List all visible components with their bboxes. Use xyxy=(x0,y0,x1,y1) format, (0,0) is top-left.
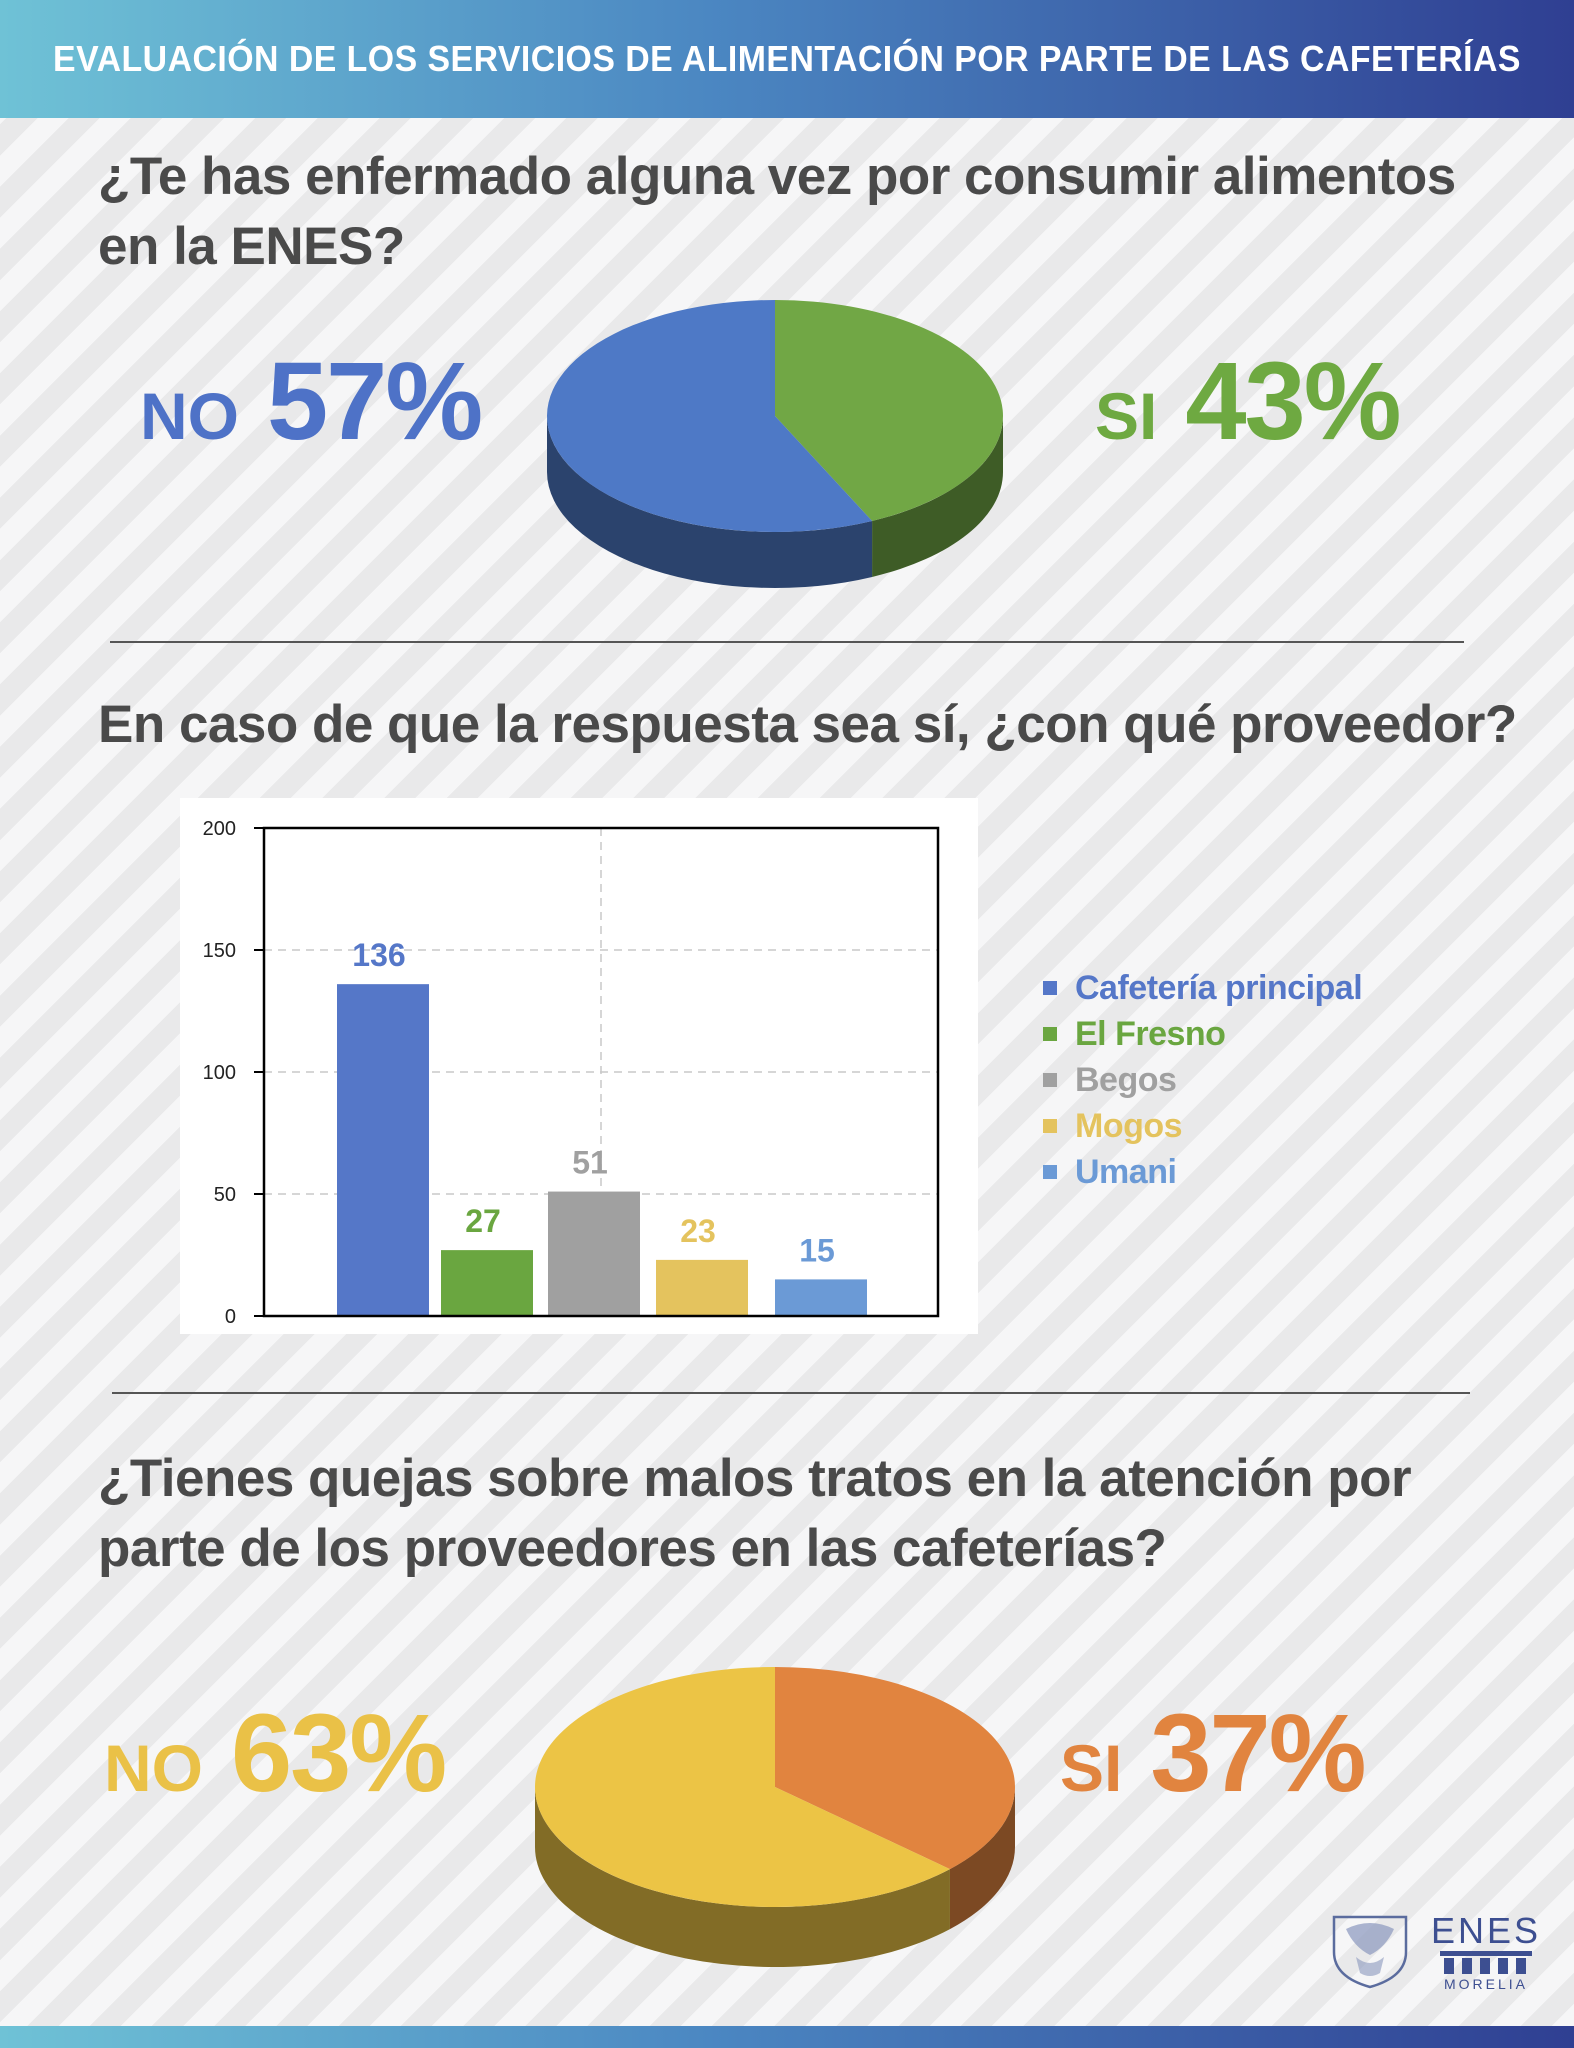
pie1-no-label: NO 57% xyxy=(140,338,483,465)
pie2-side-no xyxy=(535,1787,950,1967)
bar-value-label: 51 xyxy=(572,1145,608,1181)
legend-swatch xyxy=(1043,981,1057,995)
pie2-no-label: NO 63% xyxy=(104,1690,447,1817)
unam-enes-logo: ENES MORELIA xyxy=(1332,1910,1541,1992)
legend-label: Umani xyxy=(1075,1152,1177,1191)
legend-item: El Fresno xyxy=(1043,1011,1362,1057)
bar-value-label: 15 xyxy=(799,1232,835,1268)
columns-icon xyxy=(1440,1951,1532,1974)
bar-value-label: 23 xyxy=(680,1213,716,1249)
pie2-side-si xyxy=(949,1787,1015,1930)
question-2: En caso de que la respuesta sea sí, ¿con… xyxy=(98,695,1517,754)
legend-item: Mogos xyxy=(1043,1103,1362,1149)
pie1-side-no xyxy=(547,416,873,588)
bar-chart-legend: Cafetería principal El Fresno Begos Mogos Um… xyxy=(1043,965,1363,1195)
y-tick-label: 0 xyxy=(225,1306,236,1328)
logo-area: ENES MORELIA xyxy=(1326,1907,1546,1997)
pie2-si-percent: 37% xyxy=(1150,1692,1366,1815)
logo-morelia-text: MORELIA xyxy=(1444,1976,1528,1992)
pie2-no-percent: 63% xyxy=(231,1692,447,1815)
legend-swatch xyxy=(1043,1027,1057,1041)
pie-chart-complaints xyxy=(535,1667,1015,1967)
legend-item: Umani xyxy=(1043,1149,1362,1195)
legend-swatch xyxy=(1043,1073,1057,1087)
header-banner: EVALUACIÓN DE LOS SERVICIOS DE ALIMENTAC… xyxy=(0,0,1574,118)
unam-shield-icon xyxy=(1332,1915,1408,1989)
pie1-side-si xyxy=(872,416,1003,577)
y-tick-label: 150 xyxy=(203,940,236,962)
pie1-si-label: SI 43% xyxy=(1095,338,1402,465)
legend-label: Mogos xyxy=(1075,1106,1183,1145)
y-tick-label: 200 xyxy=(203,818,236,840)
pie2-slice-si xyxy=(775,1667,1015,1870)
pie2-slice-no xyxy=(535,1667,950,1907)
legend-item: Cafetería principal xyxy=(1043,965,1363,1011)
bar-mogos xyxy=(656,1259,748,1316)
divider-2 xyxy=(112,1392,1470,1394)
bar-value-label: 27 xyxy=(465,1203,501,1239)
pie1-slice-si xyxy=(775,300,1003,521)
bar-el-fresno xyxy=(441,1250,533,1316)
legend-label: El Fresno xyxy=(1075,1014,1226,1053)
page-title: EVALUACIÓN DE LOS SERVICIOS DE ALIMENTAC… xyxy=(53,38,1521,79)
divider-1 xyxy=(110,641,1464,643)
question-3: ¿Tienes quejas sobre malos tratos en la … xyxy=(98,1449,1412,1578)
pie-chart-sick xyxy=(547,300,1003,588)
pie2-si-label: SI 37% xyxy=(1060,1690,1367,1817)
logo-enes-text: ENES xyxy=(1431,1910,1541,1951)
pie1-no-percent: 57% xyxy=(267,340,483,463)
y-tick-label: 50 xyxy=(214,1184,236,1206)
pie2-si-word: SI xyxy=(1060,1731,1123,1805)
pie1-si-word: SI xyxy=(1095,379,1158,453)
legend-swatch xyxy=(1043,1165,1057,1179)
pie2-no-word: NO xyxy=(104,1731,203,1805)
bar-begos xyxy=(548,1191,640,1316)
plot-frame xyxy=(262,826,940,1318)
footer-banner xyxy=(0,2026,1574,2048)
legend-label: Cafetería principal xyxy=(1075,968,1363,1007)
pie1-si-percent: 43% xyxy=(1185,340,1401,463)
question-1: ¿Te has enfermado alguna vez por consumi… xyxy=(98,147,1456,276)
legend-item: Begos xyxy=(1043,1057,1362,1103)
bar-cafetería-principal xyxy=(337,984,429,1316)
y-tick-label: 100 xyxy=(203,1062,236,1084)
legend-swatch xyxy=(1043,1119,1057,1133)
bar-value-label: 136 xyxy=(352,937,405,973)
pie1-no-word: NO xyxy=(140,379,239,453)
pie1-slice-no xyxy=(547,300,873,532)
bar-umani xyxy=(775,1279,867,1316)
bar-chart-providers: 0 50 100 150 200 136 27 51 23 15 xyxy=(203,818,940,1328)
legend-label: Begos xyxy=(1075,1060,1177,1099)
